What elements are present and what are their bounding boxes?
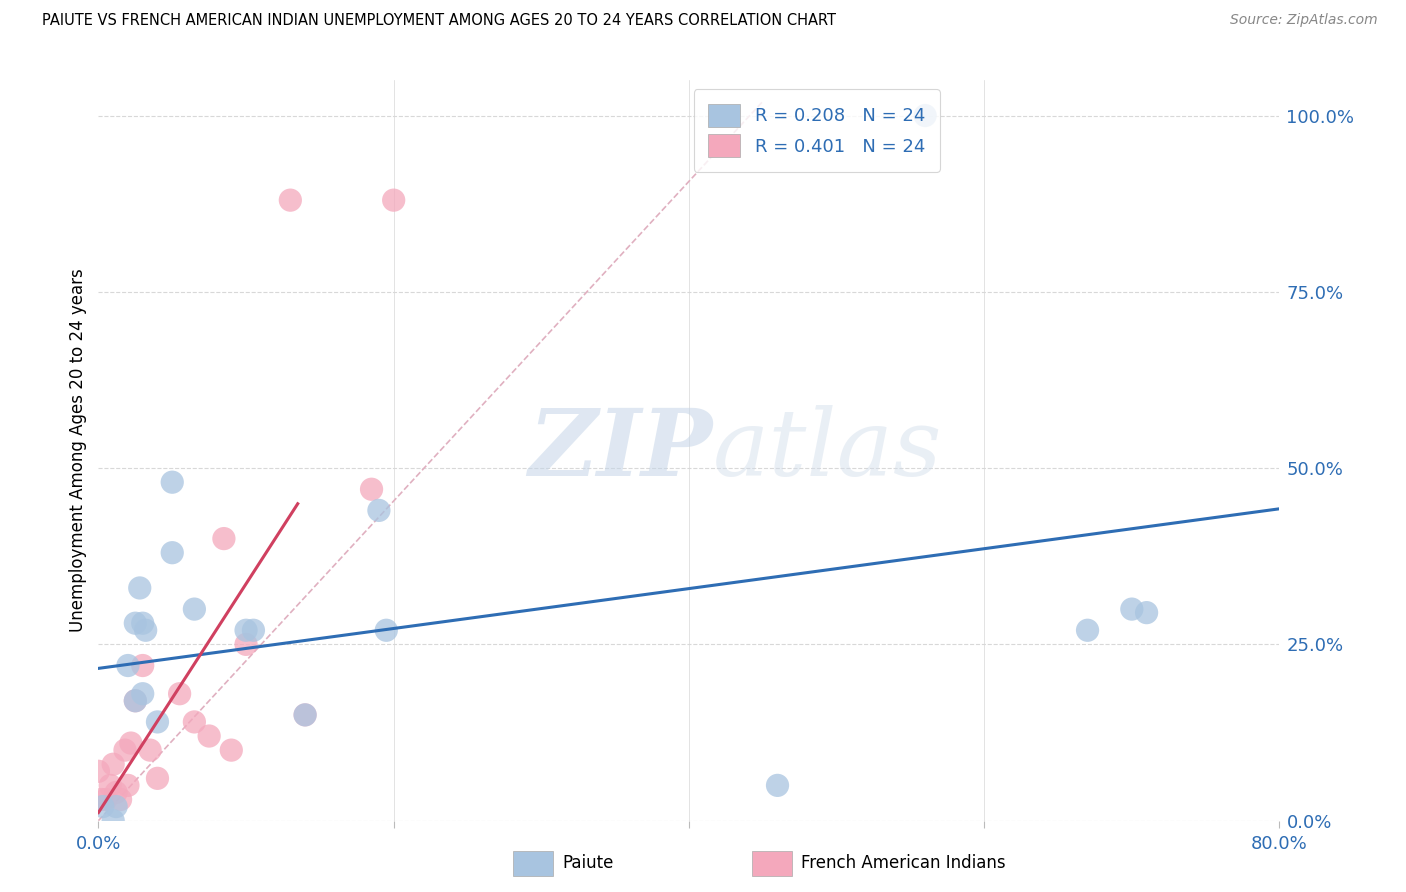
- Point: [235, 624, 257, 638]
- Point: [212, 532, 235, 546]
- Point: [94, 792, 117, 806]
- Point: [105, 785, 128, 799]
- Point: [90, 792, 112, 806]
- Point: [1135, 606, 1157, 620]
- Point: [91, 799, 114, 814]
- Point: [914, 109, 936, 123]
- Text: PAIUTE VS FRENCH AMERICAN INDIAN UNEMPLOYMENT AMONG AGES 20 TO 24 YEARS CORRELAT: PAIUTE VS FRENCH AMERICAN INDIAN UNEMPLO…: [42, 13, 837, 29]
- Point: [124, 694, 146, 708]
- Point: [368, 503, 391, 517]
- Y-axis label: Unemployment Among Ages 20 to 24 years: Unemployment Among Ages 20 to 24 years: [69, 268, 87, 632]
- Point: [114, 743, 136, 757]
- Text: ZIP: ZIP: [529, 406, 713, 495]
- Point: [375, 624, 398, 638]
- Point: [183, 602, 205, 616]
- Point: [87, 764, 110, 779]
- Point: [766, 778, 789, 792]
- Point: [132, 658, 155, 673]
- Point: [219, 743, 242, 757]
- Text: French American Indians: French American Indians: [801, 855, 1007, 872]
- Point: [105, 799, 128, 814]
- Point: [146, 714, 169, 729]
- Text: atlas: atlas: [713, 406, 942, 495]
- Point: [198, 729, 221, 743]
- Point: [124, 694, 146, 708]
- Point: [1121, 602, 1143, 616]
- Point: [1077, 624, 1099, 638]
- Point: [294, 707, 316, 722]
- Point: [132, 616, 155, 631]
- Point: [360, 482, 382, 496]
- Point: [278, 193, 302, 207]
- Point: [139, 743, 162, 757]
- Point: [117, 658, 139, 673]
- Point: [103, 757, 125, 772]
- Point: [235, 637, 257, 651]
- Point: [183, 714, 205, 729]
- Point: [132, 687, 155, 701]
- Point: [124, 616, 146, 631]
- Point: [162, 475, 183, 490]
- Point: [242, 624, 264, 638]
- Point: [128, 581, 150, 595]
- Point: [135, 624, 157, 638]
- Point: [146, 772, 169, 786]
- Point: [294, 707, 316, 722]
- Point: [98, 778, 121, 792]
- Point: [110, 792, 132, 806]
- Point: [103, 814, 125, 828]
- Text: Paiute: Paiute: [562, 855, 614, 872]
- Point: [120, 736, 142, 750]
- Point: [169, 687, 191, 701]
- Point: [382, 193, 405, 207]
- Text: Source: ZipAtlas.com: Source: ZipAtlas.com: [1230, 13, 1378, 28]
- Legend: R = 0.208   N = 24, R = 0.401   N = 24: R = 0.208 N = 24, R = 0.401 N = 24: [693, 89, 939, 172]
- Point: [162, 546, 183, 560]
- Point: [117, 778, 139, 792]
